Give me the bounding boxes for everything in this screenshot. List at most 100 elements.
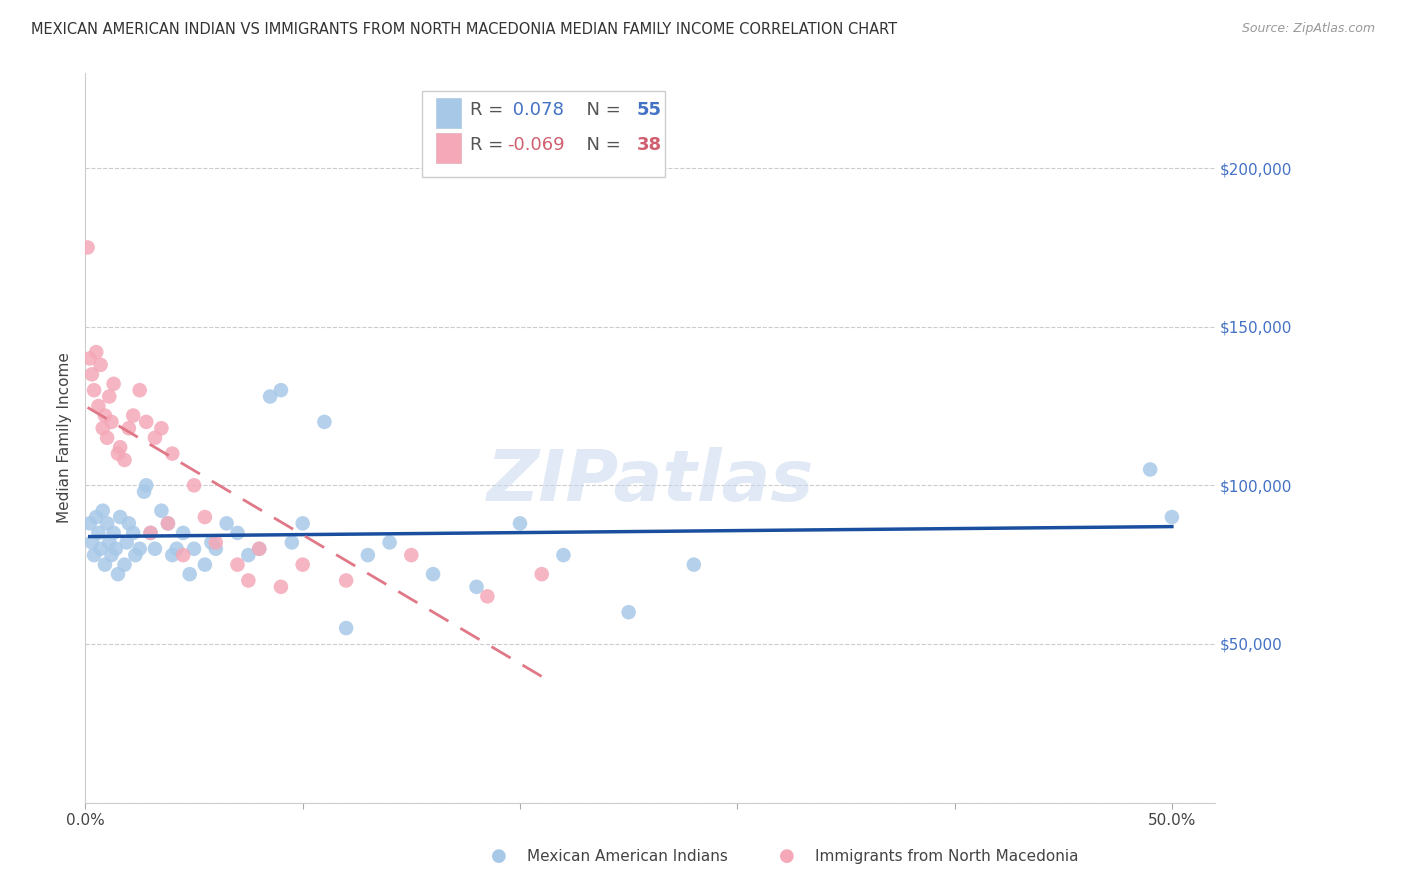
Point (422, 567, 444, 582)
Point (80, 535, 103, 549)
Point (79, 351, 101, 366)
Text: 38: 38 (637, 136, 662, 153)
Point (291, 558, 314, 572)
Point (247, 541, 270, 556)
Point (215, 516, 238, 531)
Text: Immigrants from North Macedonia: Immigrants from North Macedonia (815, 849, 1078, 863)
Point (204, 535, 226, 549)
Point (83, 548, 105, 562)
Point (128, 541, 150, 556)
Point (94, 409, 117, 423)
Point (100, 548, 122, 562)
Point (96, 431, 118, 445)
Point (114, 453, 136, 467)
Point (194, 510, 217, 524)
Point (172, 548, 194, 562)
Text: 55: 55 (637, 101, 662, 119)
Point (200, 535, 222, 549)
Text: N =: N = (575, 101, 626, 119)
Point (401, 548, 423, 562)
Point (98, 535, 121, 549)
Point (94, 558, 117, 572)
Point (226, 558, 249, 572)
Point (107, 567, 129, 582)
Point (156, 516, 179, 531)
Point (122, 409, 145, 423)
Point (100, 415, 122, 429)
Point (139, 525, 162, 540)
Point (335, 621, 357, 635)
Text: Mexican American Indians: Mexican American Indians (527, 849, 728, 863)
Point (139, 525, 162, 540)
Point (115, 535, 138, 549)
Point (179, 567, 201, 582)
Point (150, 421, 173, 435)
FancyBboxPatch shape (422, 91, 665, 178)
Point (87, 525, 110, 540)
Point (378, 535, 401, 549)
Point (124, 548, 146, 562)
Point (1160, 510, 1182, 524)
Point (335, 574, 357, 588)
Text: ●: ● (779, 847, 796, 865)
Point (108, 510, 131, 524)
Point (162, 548, 184, 562)
Point (98, 390, 121, 404)
Point (509, 516, 531, 531)
FancyBboxPatch shape (436, 98, 461, 128)
Point (91, 504, 114, 518)
Point (477, 590, 499, 604)
Point (226, 525, 249, 540)
Point (104, 541, 127, 556)
Point (281, 535, 304, 549)
Point (270, 580, 292, 594)
Point (135, 478, 157, 492)
Text: MEXICAN AMERICAN INDIAN VS IMMIGRANTS FROM NORTH MACEDONIA MEDIAN FAMILY INCOME : MEXICAN AMERICAN INDIAN VS IMMIGRANTS FR… (31, 22, 897, 37)
Point (118, 516, 141, 531)
Point (122, 525, 145, 540)
Point (143, 541, 166, 556)
Point (107, 447, 129, 461)
Text: Source: ZipAtlas.com: Source: ZipAtlas.com (1241, 22, 1375, 36)
Point (87, 399, 110, 413)
Point (150, 504, 173, 518)
Point (135, 415, 157, 429)
Point (530, 567, 553, 582)
Point (1139, 462, 1161, 476)
Point (166, 541, 188, 556)
Point (357, 548, 380, 562)
Point (114, 558, 136, 572)
Point (259, 390, 281, 404)
Point (84, 345, 107, 359)
Point (183, 478, 205, 492)
Point (96, 516, 118, 531)
Text: -0.069: -0.069 (506, 136, 564, 153)
Point (103, 525, 125, 540)
Point (76, 240, 98, 254)
Text: ZIPatlas: ZIPatlas (486, 447, 814, 516)
Point (90, 358, 112, 372)
Point (132, 484, 155, 499)
Point (143, 431, 166, 445)
Point (291, 516, 314, 531)
Point (172, 525, 194, 540)
Point (465, 580, 488, 594)
Point (108, 440, 131, 454)
Text: ●: ● (491, 847, 508, 865)
Text: 0.078: 0.078 (506, 101, 564, 119)
FancyBboxPatch shape (436, 133, 461, 163)
Point (128, 383, 150, 397)
Point (91, 421, 114, 435)
Point (617, 605, 640, 619)
Point (90, 541, 112, 556)
Point (84, 510, 107, 524)
Point (79, 516, 101, 531)
Y-axis label: Median Family Income: Median Family Income (58, 352, 72, 524)
Point (156, 516, 179, 531)
Point (247, 541, 270, 556)
Point (553, 548, 575, 562)
Text: R =: R = (470, 101, 509, 119)
Point (162, 447, 184, 461)
Text: R =: R = (470, 136, 509, 153)
Point (183, 541, 205, 556)
